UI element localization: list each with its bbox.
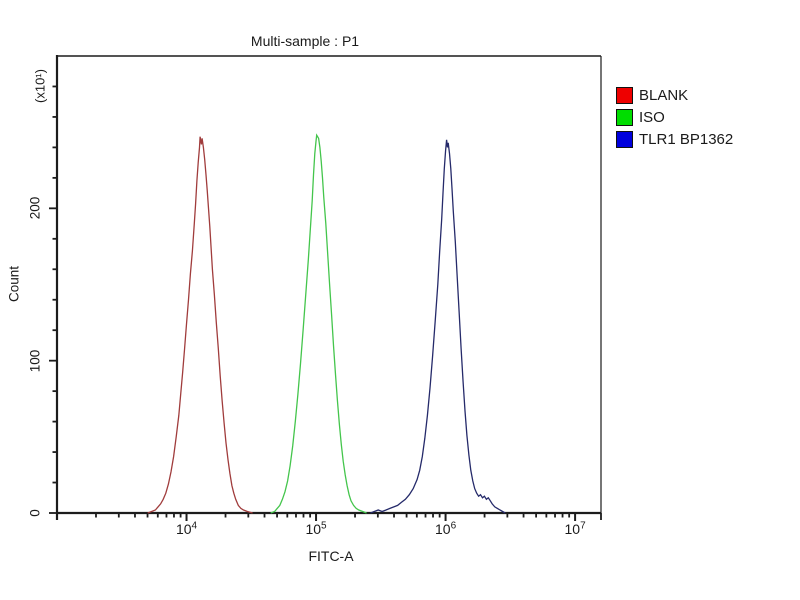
legend-label-blank: BLANK (639, 86, 689, 104)
legend-item-iso: ISO (616, 106, 733, 128)
x-axis-title: FITC-A (308, 548, 354, 564)
legend-item-tlr1-bp1362: TLR1 BP1362 (616, 128, 733, 150)
legend-color-swatch-blank (616, 86, 633, 104)
x-tick-label-10e5: 105 (305, 520, 327, 537)
histogram-curve-iso (270, 133, 367, 514)
chart-title: Multi-sample : P1 (250, 33, 360, 49)
histogram-curve-tlr1-bp1362 (370, 139, 506, 514)
y-tick-label-0: 0 (27, 509, 43, 517)
legend-color-swatch-tlr1-bp1362 (616, 130, 633, 148)
legend-label-tlr1-bp1362: TLR1 BP1362 (639, 130, 734, 148)
histogram-curve-blank (147, 136, 253, 514)
x-tick-label-10e4: 104 (175, 520, 198, 537)
legend: BLANK ISO TLR1 BP1362 (616, 84, 733, 150)
legend-color-swatch-iso (616, 108, 633, 126)
y-tick-label-200: 200 (27, 197, 43, 220)
y-tick-label-100: 100 (27, 349, 43, 372)
legend-item-blank: BLANK (616, 84, 733, 106)
x-tick-label-10e6: 106 (434, 520, 457, 537)
legend-label-iso: ISO (639, 108, 665, 126)
x-tick-label-10e7: 107 (564, 520, 586, 537)
